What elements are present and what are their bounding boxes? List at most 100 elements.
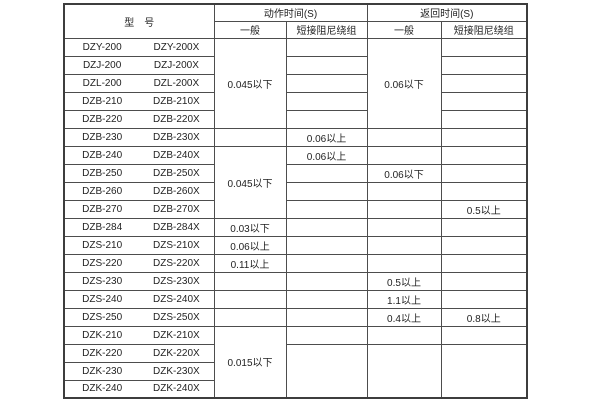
action-damping-cell	[285, 325, 368, 345]
action-damping-cell: 0.06以上	[285, 127, 368, 147]
action-damping-cell	[285, 181, 368, 201]
action-general-cell: 0.06以上	[213, 235, 287, 255]
table-row: DZS-210 DZS-210X 0.06以上	[63, 235, 528, 255]
return-damping-cell	[440, 145, 528, 165]
table-row: DZS-250 DZS-250X 0.4以上 0.8以上	[63, 307, 528, 327]
action-general-cell	[213, 289, 287, 309]
action-damping-cell	[285, 37, 368, 57]
model-base: DZJ-200	[82, 59, 122, 71]
return-general-cell: 0.4以上	[366, 307, 442, 327]
model-cell: DZB-210 DZB-210X	[63, 91, 215, 111]
model-variant: DZY-200X	[153, 41, 200, 53]
return-damping-cell	[440, 325, 528, 345]
model-base: DZB-250	[82, 167, 123, 179]
return-damping-cell	[440, 109, 528, 129]
model-variant: DZB-230X	[153, 131, 200, 143]
model-variant: DZS-240X	[153, 293, 200, 305]
model-cell: DZB-220 DZB-220X	[63, 109, 215, 129]
table-row: DZK-220 DZK-220X	[63, 343, 528, 399]
model-cell: DZB-270 DZB-270X	[63, 199, 215, 219]
return-damping-cell	[440, 343, 528, 399]
model-cell: DZB-250 DZB-250X	[63, 163, 215, 183]
action-damping-cell	[285, 199, 368, 219]
action-damping-cell	[285, 109, 368, 129]
action-general-cell	[213, 271, 287, 291]
return-general-cell	[366, 127, 442, 147]
action-damping-cell	[285, 235, 368, 255]
model-base: DZB-284	[82, 221, 123, 233]
table-row: DZB-230 DZB-230X 0.06以上	[63, 127, 528, 147]
action-damping-cell	[285, 289, 368, 309]
return-general-cell: 0.06以下	[366, 163, 442, 183]
model-base: DZK-230	[82, 365, 123, 377]
model-cell: DZK-210 DZK-210X	[63, 325, 215, 345]
model-cell: DZB-260 DZB-260X	[63, 181, 215, 201]
return-damping-cell: 0.8以上	[440, 307, 528, 327]
return-general-cell: 1.1以上	[366, 289, 442, 309]
table-row: DZJ-200 DZJ-200X	[63, 55, 528, 75]
table-row: DZB-210 DZB-210X	[63, 91, 528, 111]
action-general-cell	[213, 127, 287, 147]
header-return-damping: 短接阻尼绕组	[440, 20, 528, 39]
return-damping-cell	[440, 91, 528, 111]
table-row: DZB-220 DZB-220X	[63, 109, 528, 129]
table-row: DZB-284 DZB-284X 0.03以下	[63, 217, 528, 237]
model-variant: DZB-210X	[153, 95, 200, 107]
model-base: DZK-220	[82, 347, 123, 359]
table-row: DZK-210 DZK-210X 0.015以下	[63, 325, 528, 399]
model-variant: DZB-240X	[153, 149, 200, 161]
action-general-cell: 0.03以下	[213, 217, 287, 237]
model-base: DZS-220	[82, 257, 123, 269]
model-cell: DZY-200 DZY-200X	[63, 37, 215, 57]
action-damping-cell: 0.06以上	[285, 145, 368, 165]
return-damping-cell	[440, 271, 528, 291]
table-row: DZB-260 DZB-260X	[63, 181, 528, 201]
model-base: DZS-210	[82, 239, 123, 251]
action-damping-cell	[285, 271, 368, 291]
model-cell: DZJ-200 DZJ-200X	[63, 55, 215, 75]
action-general-cell: 0.11以上	[213, 253, 287, 273]
table-row: DZS-230 DZS-230X 0.5以上	[63, 271, 528, 291]
return-damping-cell	[440, 253, 528, 273]
action-damping-cell	[285, 307, 368, 327]
table-row: DZY-200 DZY-200X 0.045以下 0.06以下	[63, 37, 528, 129]
return-general-cell: 0.06以下	[366, 37, 442, 129]
model-base: DZS-230	[82, 275, 123, 287]
return-damping-cell	[440, 235, 528, 255]
model-variant: DZK-210X	[153, 329, 200, 341]
return-damping-cell	[440, 73, 528, 93]
model-cell: DZL-200 DZL-200X	[63, 73, 215, 93]
return-damping-cell: 0.5以上	[440, 199, 528, 219]
table-row: DZB-270 DZB-270X 0.5以上	[63, 199, 528, 219]
action-damping-cell	[285, 91, 368, 111]
action-damping-cell	[285, 163, 368, 183]
model-cell: DZB-284 DZB-284X	[63, 217, 215, 237]
model-variant: DZB-220X	[153, 113, 200, 125]
model-cell: DZB-230 DZB-230X	[63, 127, 215, 147]
table-row: DZB-240 DZB-240X 0.045以下 0.06以上	[63, 145, 528, 219]
return-damping-cell	[440, 181, 528, 201]
header-model: 型 号	[63, 3, 215, 39]
model-variant: DZS-220X	[153, 257, 200, 269]
table-row: DZK-230 DZK-230X	[63, 361, 527, 381]
header-action-time: 动作时间(S)	[213, 3, 368, 22]
model-variant: DZS-250X	[153, 311, 200, 323]
model-base: DZL-200	[82, 77, 122, 89]
action-general-cell: 0.045以下	[213, 37, 287, 129]
model-base: DZB-210	[82, 95, 123, 107]
model-base: DZB-230	[82, 131, 123, 143]
return-damping-cell	[440, 289, 528, 309]
model-variant: DZB-250X	[153, 167, 200, 179]
model-variant: DZS-210X	[153, 239, 200, 251]
model-variant: DZL-200X	[153, 77, 200, 89]
header-return-time: 返回时间(S)	[366, 3, 528, 22]
model-base: DZK-240	[82, 383, 123, 395]
model-cell: DZB-240 DZB-240X	[63, 145, 215, 165]
action-damping-cell	[285, 55, 368, 75]
model-base: DZS-240	[82, 293, 123, 305]
model-base: DZB-240	[82, 149, 123, 161]
table-row: DZB-250 DZB-250X 0.06以下	[63, 163, 528, 183]
action-damping-cell	[285, 73, 368, 93]
model-cell: DZK-220 DZK-220X	[63, 343, 215, 363]
model-cell: DZK-240 DZK-240X	[63, 379, 215, 399]
